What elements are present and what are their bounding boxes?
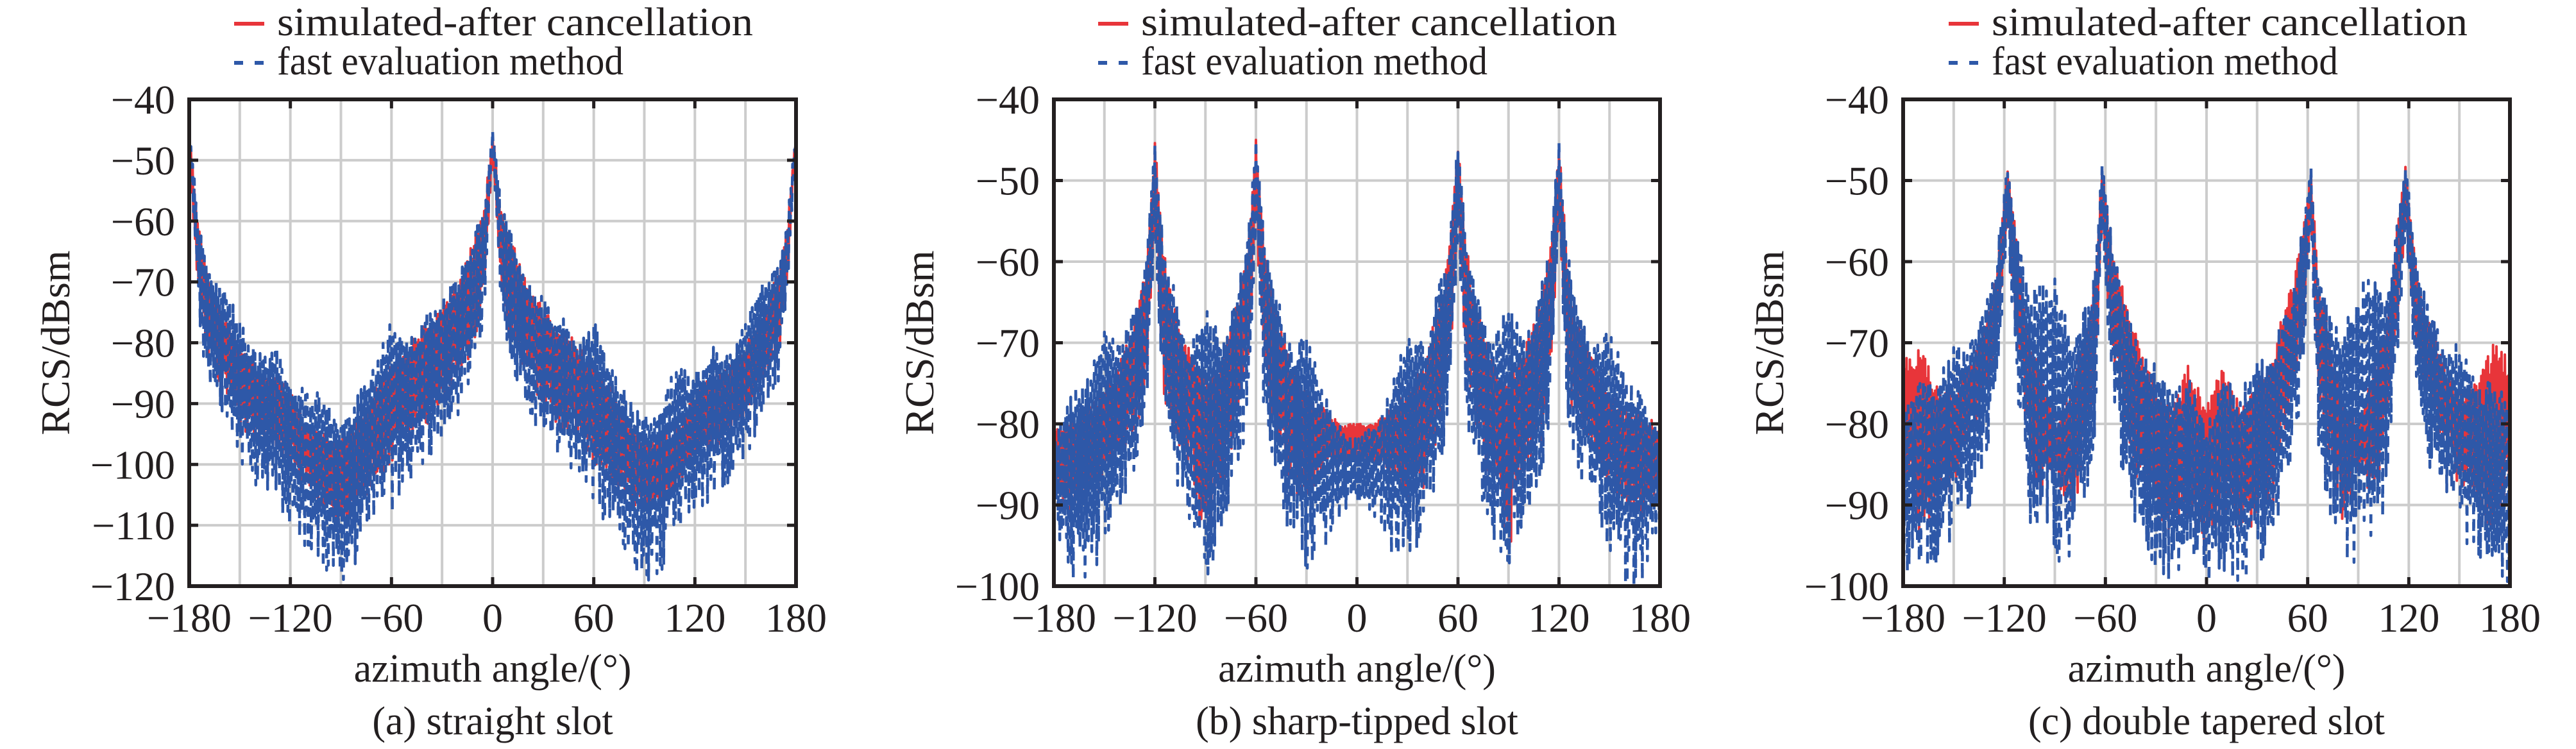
y-tick-label: −90	[1825, 483, 1889, 528]
x-tick-label: 120	[664, 595, 725, 641]
panel-a: simulated-after cancellation fast evalua…	[33, 1, 827, 743]
x-tick-label: −120	[1962, 595, 2047, 641]
axes-frame	[187, 97, 798, 588]
x-tick-label: 180	[2479, 595, 2541, 641]
x-tick-label: −120	[248, 595, 333, 641]
x-tick-label: −180	[147, 595, 232, 641]
x-tick-labels: −180 −120 −60 0 60 120 180	[147, 595, 827, 641]
y-tick-label: −70	[1825, 321, 1889, 366]
plot-area	[1903, 163, 2510, 584]
x-tick-label: 180	[1629, 595, 1691, 641]
x-tick-label: 120	[1529, 595, 1590, 641]
panel-b: simulated-after cancellation fast evalua…	[897, 1, 1691, 743]
panel-caption: (a) straight slot	[372, 700, 613, 743]
y-tick-label: −60	[1825, 239, 1889, 285]
panel-caption: (b) sharp-tipped slot	[1196, 700, 1518, 743]
y-axis-label: RCS/dBsm	[1747, 250, 1792, 435]
y-tick-label: −90	[111, 381, 175, 426]
y-axis-label: RCS/dBsm	[897, 250, 942, 435]
y-tick-label: −110	[92, 503, 175, 548]
y-tick-labels: −40 −50 −60 −70 −80 −90 −100 −110 −120	[90, 77, 175, 609]
y-tick-label: −50	[1825, 158, 1889, 204]
x-tick-label: 0	[482, 595, 503, 641]
grid	[189, 99, 796, 586]
x-tick-label: 0	[1347, 595, 1368, 641]
axes-frame	[1052, 97, 1662, 588]
axes-frame	[1901, 97, 2512, 588]
y-tick-label: −80	[111, 321, 175, 366]
y-tick-label: −40	[1825, 77, 1889, 122]
legend: simulated-after cancellation fast evalua…	[1098, 1, 1617, 83]
plot-area	[1054, 139, 1660, 586]
y-tick-label: −80	[976, 401, 1040, 447]
y-axis-label: RCS/dBsm	[33, 250, 78, 435]
x-tick-label: −60	[1224, 595, 1288, 641]
legend-label-fast: fast evaluation method	[1141, 40, 1487, 83]
legend-label-fast: fast evaluation method	[277, 40, 623, 83]
y-tick-label: −70	[976, 321, 1040, 366]
plot-area	[189, 126, 796, 582]
legend: simulated-after cancellation fast evalua…	[1949, 1, 2468, 83]
y-tick-label: −40	[111, 77, 175, 122]
x-axis-label: azimuth angle/(°)	[354, 647, 632, 691]
y-tick-label: −50	[111, 138, 175, 183]
x-tick-label: −60	[359, 595, 423, 641]
x-tick-labels: −180 −120 −60 0 60 120 180	[1012, 595, 1691, 641]
legend-label-simulated: simulated-after cancellation	[277, 1, 753, 44]
x-tick-label: 60	[2287, 595, 2328, 641]
x-tick-label: 60	[573, 595, 614, 641]
x-axis-label: azimuth angle/(°)	[2068, 647, 2346, 691]
y-tick-labels: −40 −50 −60 −70 −80 −90 −100	[955, 77, 1040, 609]
y-tick-label: −60	[111, 199, 175, 244]
y-tick-label: −100	[90, 442, 175, 487]
y-tick-label: −50	[976, 158, 1040, 204]
legend-label-simulated: simulated-after cancellation	[1992, 1, 2468, 44]
legend-label-simulated: simulated-after cancellation	[1141, 1, 1617, 44]
y-tick-labels: −40 −50 −60 −70 −80 −90 −100	[1804, 77, 1889, 609]
y-tick-label: −100	[955, 564, 1040, 609]
y-tick-label: −100	[1804, 564, 1889, 609]
y-tick-label: −60	[976, 239, 1040, 285]
x-axis-label: azimuth angle/(°)	[1218, 647, 1496, 691]
y-tick-label: −120	[90, 564, 175, 609]
x-tick-label: 120	[2378, 595, 2439, 641]
x-tick-label: 180	[765, 595, 827, 641]
panel-caption: (c) double tapered slot	[2028, 700, 2385, 743]
y-tick-label: −70	[111, 260, 175, 305]
x-tick-label: −180	[1012, 595, 1096, 641]
y-tick-label: −80	[1825, 401, 1889, 447]
x-tick-label: 60	[1437, 595, 1479, 641]
y-tick-label: −40	[976, 77, 1040, 122]
x-tick-label: −60	[2073, 595, 2137, 641]
series-fast-line	[1903, 163, 2510, 584]
x-tick-label: −120	[1112, 595, 1197, 641]
legend-label-fast: fast evaluation method	[1992, 40, 2338, 83]
panel-c: simulated-after cancellation fast evalua…	[1747, 1, 2541, 743]
legend: simulated-after cancellation fast evalua…	[234, 1, 753, 83]
y-tick-label: −90	[976, 483, 1040, 528]
series-fast-line	[1054, 139, 1660, 586]
x-tick-labels: −180 −120 −60 0 60 120 180	[1861, 595, 2541, 641]
x-tick-label: 0	[2196, 595, 2217, 641]
x-tick-label: −180	[1861, 595, 1945, 641]
